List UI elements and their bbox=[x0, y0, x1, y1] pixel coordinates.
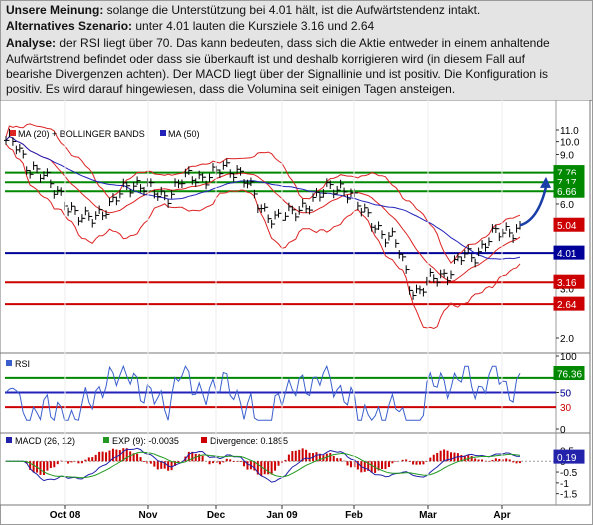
analysis-line-4: positiv. Es wird darauf hingewiesen, das… bbox=[6, 82, 456, 96]
x-tick-label: Oct 08 bbox=[50, 510, 81, 521]
chart-area: 11.010.09.08.07.06.05.04.03.02.07.767.17… bbox=[0, 100, 591, 521]
analysis-label: Analyse: bbox=[6, 36, 57, 50]
x-tick-label: Feb bbox=[345, 510, 363, 521]
x-tick-label: Dec bbox=[207, 510, 226, 521]
legend-macd: MACD (26, 12) bbox=[15, 436, 75, 446]
rsi-level-30-label: 30 bbox=[560, 403, 572, 414]
x-tick-label: Jan 09 bbox=[266, 510, 298, 521]
legend-ma50: MA (50) bbox=[168, 129, 200, 139]
legend-swatch-ma50 bbox=[160, 130, 166, 136]
macd-tick-label: -1.5 bbox=[560, 490, 578, 501]
legend-bollinger: MA (20) + BOLLINGER BANDS bbox=[18, 129, 145, 139]
legend-swatch-macd bbox=[6, 437, 12, 443]
price-tick-label: 9.0 bbox=[560, 150, 574, 161]
ma20-line bbox=[5, 135, 521, 282]
rsi-last-label: 76.36 bbox=[557, 370, 582, 381]
opinion-label: Unsere Meinung: bbox=[6, 3, 104, 17]
analysis-line-3: bearishe Divergenzen achten). Der MACD l… bbox=[6, 67, 549, 81]
rsi-last-label-box bbox=[553, 366, 585, 381]
analysis-line-2: Aufwärtstrend befindet oder dass sie übe… bbox=[6, 52, 525, 66]
legend-swatch-exp bbox=[103, 437, 109, 443]
scenario-label: Alternatives Szenario: bbox=[6, 19, 133, 33]
macd-tick-label: -1 bbox=[560, 479, 569, 490]
commentary-box: Unsere Meinung: solange die Unterstützun… bbox=[1, 1, 592, 101]
bollinger-lower bbox=[5, 143, 521, 330]
level-label-6-box bbox=[553, 274, 585, 289]
legend-swatch-rsi bbox=[6, 360, 12, 366]
bollinger-upper bbox=[5, 123, 521, 264]
macd-tick-label: -0.5 bbox=[560, 468, 578, 479]
level-label-4: 5.04 bbox=[557, 221, 577, 232]
rsi-line bbox=[5, 364, 521, 422]
x-tick-label: Mar bbox=[419, 510, 437, 521]
price-tick-label: 6.0 bbox=[560, 200, 574, 211]
analysis-text-1: der RSI liegt über 70. Das kann bedeuten… bbox=[56, 36, 550, 50]
level-label-7-box bbox=[553, 296, 585, 311]
legend-swatch-bollinger bbox=[10, 130, 16, 136]
price-panel bbox=[0, 100, 591, 354]
legend-exp: EXP (9): -0.0035 bbox=[112, 436, 179, 446]
macd-last-label-box bbox=[553, 449, 585, 464]
level-label-3: 6.66 bbox=[557, 187, 577, 198]
price-tick-label: 11.0 bbox=[560, 126, 579, 137]
legend-rsi: RSI bbox=[15, 359, 30, 369]
legend-swatch-divergence bbox=[201, 437, 207, 443]
rsi-tick-label: 100 bbox=[560, 352, 577, 363]
level-label-0: 7.76 bbox=[557, 169, 577, 180]
macd-line bbox=[6, 447, 521, 483]
ma50-line bbox=[5, 135, 521, 260]
price-tick-label: 2.0 bbox=[560, 334, 574, 345]
macd-last-label: 0.19 bbox=[557, 453, 577, 464]
legend-divergence: Divergence: 0.1895 bbox=[210, 436, 288, 446]
forecast-arrow bbox=[519, 186, 548, 227]
level-label-1: 7.17 bbox=[557, 178, 577, 189]
level-label-5-box bbox=[553, 245, 585, 260]
opinion-text: solange die Unterstützung bei 4.01 hält,… bbox=[103, 3, 481, 17]
signal-line bbox=[6, 451, 521, 479]
level-label-7: 2.64 bbox=[557, 300, 577, 311]
scenario-line: Alternatives Szenario: unter 4.01 lauten… bbox=[6, 19, 374, 34]
x-tick-label: Apr bbox=[493, 510, 510, 521]
rsi-tick-label: 0 bbox=[560, 425, 566, 436]
price-tick-label: 3.0 bbox=[560, 285, 574, 296]
opinion-line: Unsere Meinung: solange die Unterstützun… bbox=[6, 3, 480, 18]
forecast-arrow-head bbox=[540, 176, 551, 188]
level-label-5: 4.01 bbox=[557, 249, 577, 260]
x-tick-label: Nov bbox=[139, 510, 158, 521]
rsi-tick-label: 50 bbox=[560, 389, 572, 400]
rsi-level-50-label: 50 bbox=[560, 389, 572, 400]
level-label-3-box bbox=[553, 183, 585, 198]
price-tick-label: 10.0 bbox=[560, 138, 580, 149]
level-label-6: 3.16 bbox=[557, 278, 577, 289]
analysis-line-1: Analyse: der RSI liegt über 70. Das kann… bbox=[6, 36, 550, 51]
level-label-4-box bbox=[553, 217, 585, 232]
scenario-text: unter 4.01 lauten die Kursziele 3.16 und… bbox=[132, 19, 375, 33]
